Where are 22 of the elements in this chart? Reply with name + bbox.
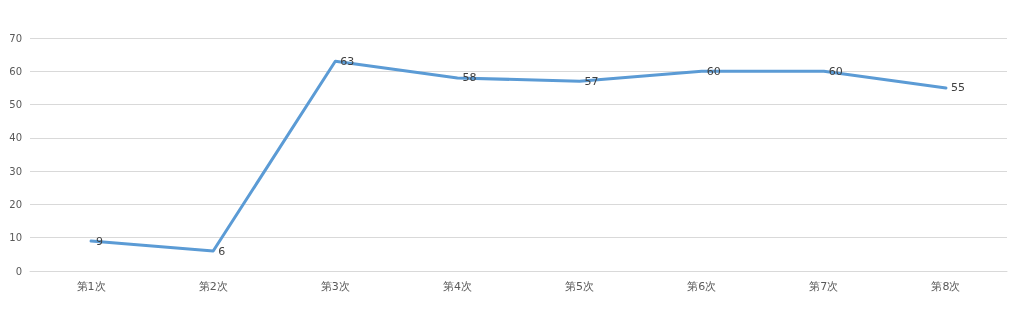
y-tick-label: 50 xyxy=(9,99,22,111)
x-tick-label: 第8次 xyxy=(931,280,961,293)
y-tick-label: 0 xyxy=(15,265,22,277)
y-tick-label: 60 xyxy=(9,65,22,77)
data-label: 6 xyxy=(218,244,226,258)
data-label: 58 xyxy=(462,71,477,85)
x-tick-label: 第6次 xyxy=(687,280,717,293)
y-tick-label: 70 xyxy=(9,32,22,44)
y-tick-label: 20 xyxy=(9,198,22,210)
x-tick-label: 第4次 xyxy=(442,280,472,293)
x-tick-label: 第7次 xyxy=(809,280,839,293)
x-tick-label: 第5次 xyxy=(565,280,595,293)
x-tick-label: 第3次 xyxy=(320,280,350,293)
y-tick-label: 10 xyxy=(9,232,22,244)
data-label: 63 xyxy=(340,54,355,68)
x-tick-label: 第2次 xyxy=(198,280,228,293)
data-label: 60 xyxy=(706,64,721,78)
y-tick-label: 30 xyxy=(9,165,22,177)
y-tick-label: 40 xyxy=(9,132,22,144)
line-series xyxy=(89,59,948,253)
data-label: 55 xyxy=(950,81,965,95)
x-tick-label: 第1次 xyxy=(76,280,106,293)
